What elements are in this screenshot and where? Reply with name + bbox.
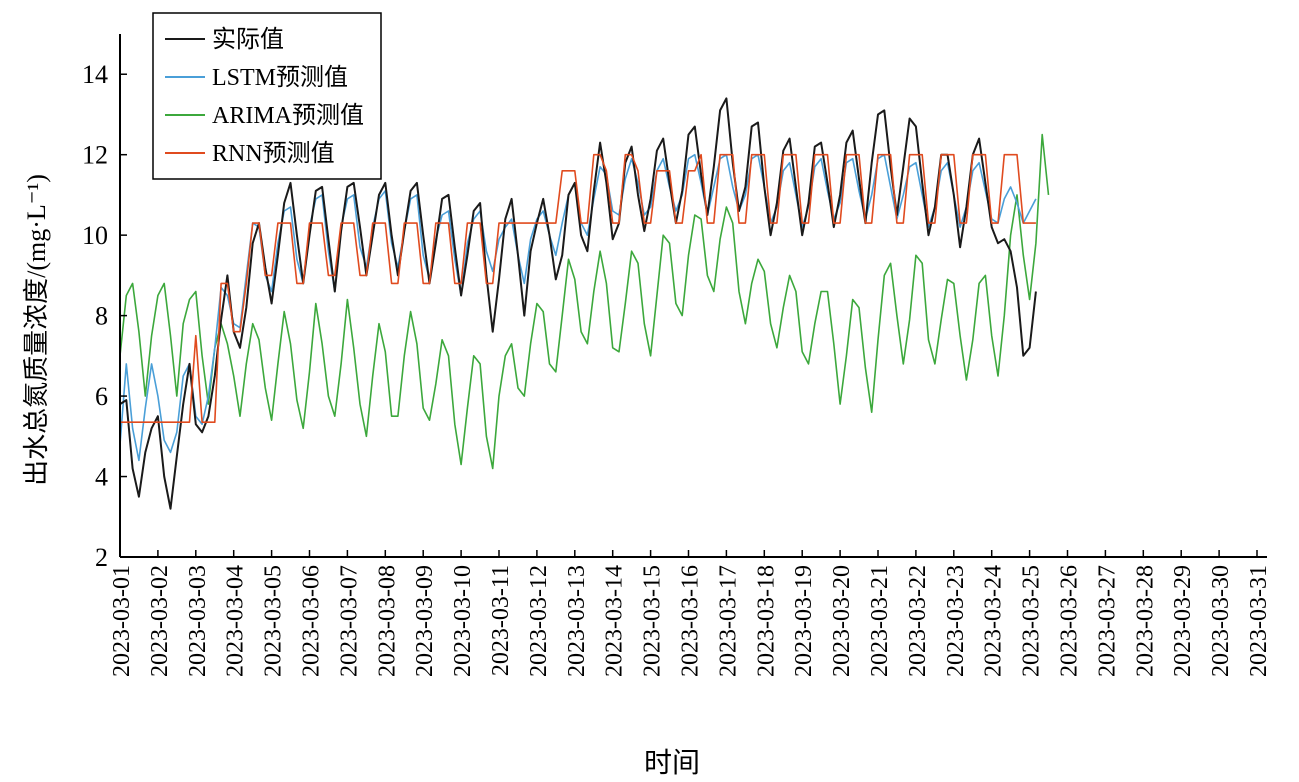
y-tick-label: 12 — [82, 141, 108, 170]
x-tick-label: 2023-03-30 — [1208, 565, 1234, 677]
x-tick-label: 2023-03-31 — [1246, 565, 1272, 677]
x-axis-label: 时间 — [644, 747, 700, 779]
x-tick-label: 2023-03-08 — [374, 565, 400, 677]
x-tick-label: 2023-03-04 — [223, 565, 249, 677]
x-tick-label: 2023-03-01 — [109, 565, 135, 677]
x-tick-label: 2023-03-17 — [715, 565, 741, 677]
x-tick-label: 2023-03-09 — [412, 565, 438, 677]
y-tick-label: 4 — [95, 463, 108, 492]
x-tick-label: 2023-03-11 — [488, 565, 514, 676]
y-tick-label: 14 — [82, 60, 108, 89]
x-tick-label: 2023-03-22 — [905, 565, 931, 677]
x-ticks: 2023-03-01 2023-03-02 2023-03-03 2023-03-04… — [109, 550, 1272, 677]
x-tick-label: 2023-03-18 — [753, 565, 779, 677]
y-ticks: 2 4 6 8 10 12 14 — [82, 60, 127, 572]
series-line-0 — [119, 97, 1037, 510]
legend: 实际值 LSTM预测值 ARIMA预测值 RNN预测值 — [152, 12, 382, 180]
x-tick-label: 2023-03-25 — [1019, 565, 1045, 677]
y-tick-label: 6 — [95, 382, 108, 411]
x-tick-label: 2023-03-06 — [299, 565, 325, 677]
x-tick-label: 2023-03-15 — [640, 565, 666, 677]
series-line-2 — [119, 133, 1050, 470]
x-tick-label: 2023-03-16 — [678, 565, 704, 677]
y-axis-label: 出水总氮质量浓度/(mg·L⁻¹) — [22, 174, 51, 486]
legend-label: ARIMA预测值 — [212, 102, 364, 129]
x-tick-label: 2023-03-23 — [943, 565, 969, 677]
legend-label: 实际值 — [212, 26, 284, 53]
x-tick-label: 2023-03-03 — [185, 565, 211, 677]
x-tick-label: 2023-03-02 — [147, 565, 173, 677]
x-tick-label: 2023-03-27 — [1094, 565, 1120, 677]
series-layer — [119, 97, 1050, 510]
x-tick-label: 2023-03-07 — [336, 565, 362, 677]
series-line-3 — [120, 153, 1036, 424]
x-tick-label: 2023-03-10 — [450, 565, 476, 677]
y-tick-label: 8 — [95, 302, 108, 331]
x-tick-label: 2023-03-14 — [602, 565, 628, 677]
y-tick-label: 2 — [95, 543, 108, 572]
x-tick-label: 2023-03-21 — [867, 565, 893, 677]
x-tick-label: 2023-03-20 — [829, 565, 855, 677]
x-tick-label: 2023-03-19 — [791, 565, 817, 677]
x-tick-label: 2023-03-29 — [1170, 565, 1196, 677]
x-tick-label: 2023-03-05 — [261, 565, 287, 677]
x-tick-label: 2023-03-13 — [564, 565, 590, 677]
x-tick-label: 2023-03-28 — [1132, 565, 1158, 677]
x-tick-label: 2023-03-24 — [981, 565, 1007, 677]
x-tick-label: 2023-03-26 — [1057, 565, 1083, 677]
legend-label: LSTM预测值 — [212, 64, 348, 91]
y-tick-label: 10 — [82, 221, 108, 250]
legend-box — [152, 12, 382, 180]
axes-layer — [119, 34, 1267, 558]
x-tick-label: 2023-03-12 — [526, 565, 552, 677]
legend-label: RNN预测值 — [212, 140, 335, 167]
